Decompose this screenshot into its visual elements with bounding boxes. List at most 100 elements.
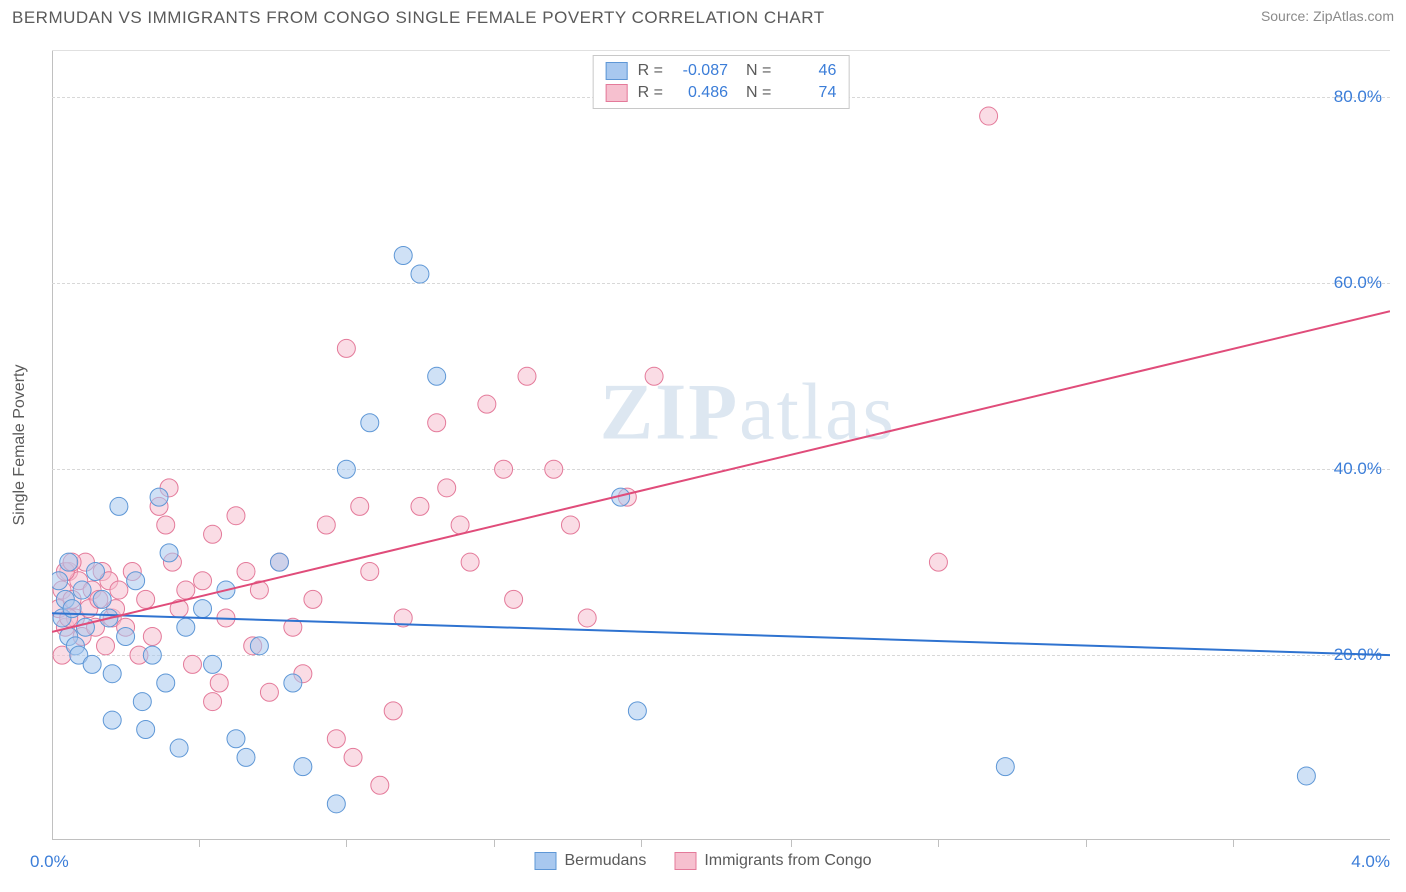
data-point xyxy=(545,460,563,478)
data-point xyxy=(996,758,1014,776)
x-label-max: 4.0% xyxy=(1351,852,1390,872)
data-point xyxy=(210,674,228,692)
swatch-series1 xyxy=(606,62,628,80)
data-point xyxy=(73,581,91,599)
y-axis-title: Single Female Poverty xyxy=(11,365,29,526)
data-point xyxy=(150,488,168,506)
data-point xyxy=(645,367,663,385)
data-point xyxy=(628,702,646,720)
data-point xyxy=(384,702,402,720)
data-point xyxy=(438,479,456,497)
swatch-series2 xyxy=(606,84,628,102)
data-point xyxy=(451,516,469,534)
data-point xyxy=(561,516,579,534)
legend-label-2: Immigrants from Congo xyxy=(704,852,871,870)
legend-item-1: Bermudans xyxy=(535,852,647,870)
legend-item-2: Immigrants from Congo xyxy=(674,852,871,870)
x-tick xyxy=(346,839,347,847)
data-point xyxy=(103,711,121,729)
data-point xyxy=(411,497,429,515)
data-point xyxy=(76,618,94,636)
n-value-1: 46 xyxy=(781,62,836,80)
data-point xyxy=(143,646,161,664)
x-tick xyxy=(1086,839,1087,847)
stats-row-series1: R = -0.087 N = 46 xyxy=(606,60,837,82)
data-point xyxy=(428,414,446,432)
data-point xyxy=(411,265,429,283)
stats-row-series2: R = 0.486 N = 74 xyxy=(606,82,837,104)
data-point xyxy=(204,655,222,673)
data-point xyxy=(137,590,155,608)
r-value-1: -0.087 xyxy=(673,62,728,80)
data-point xyxy=(929,553,947,571)
data-point xyxy=(505,590,523,608)
data-point xyxy=(157,674,175,692)
data-point xyxy=(93,590,111,608)
data-point xyxy=(294,758,312,776)
data-point xyxy=(227,730,245,748)
data-point xyxy=(344,748,362,766)
data-point xyxy=(204,525,222,543)
data-point xyxy=(578,609,596,627)
data-point xyxy=(327,730,345,748)
data-point xyxy=(428,367,446,385)
r-value-2: 0.486 xyxy=(673,84,728,102)
data-point xyxy=(183,655,201,673)
data-point xyxy=(980,107,998,125)
chart-plot-area: 20.0%40.0%60.0%80.0% ZIPatlas R = -0.087… xyxy=(52,50,1390,840)
data-point xyxy=(270,553,288,571)
data-point xyxy=(204,693,222,711)
data-point xyxy=(284,674,302,692)
data-point xyxy=(337,339,355,357)
series-legend: Bermudans Immigrants from Congo xyxy=(535,852,872,870)
x-tick xyxy=(1233,839,1234,847)
data-point xyxy=(250,637,268,655)
data-point xyxy=(117,628,135,646)
data-point xyxy=(177,581,195,599)
swatch-series2-icon xyxy=(674,852,696,870)
data-point xyxy=(361,414,379,432)
data-point xyxy=(52,572,68,590)
data-point xyxy=(371,776,389,794)
data-point xyxy=(461,553,479,571)
x-tick xyxy=(641,839,642,847)
x-tick xyxy=(791,839,792,847)
data-point xyxy=(110,497,128,515)
data-point xyxy=(304,590,322,608)
data-point xyxy=(351,497,369,515)
data-point xyxy=(133,693,151,711)
data-point xyxy=(260,683,278,701)
data-point xyxy=(237,562,255,580)
data-point xyxy=(160,544,178,562)
data-point xyxy=(1297,767,1315,785)
r-label: R = xyxy=(638,84,663,102)
x-tick xyxy=(199,839,200,847)
data-point xyxy=(327,795,345,813)
trend-line xyxy=(52,311,1390,632)
data-point xyxy=(394,246,412,264)
stats-legend: R = -0.087 N = 46 R = 0.486 N = 74 xyxy=(593,55,850,109)
x-tick xyxy=(494,839,495,847)
n-label: N = xyxy=(746,62,771,80)
source-label: Source: ZipAtlas.com xyxy=(1261,8,1394,24)
data-point xyxy=(478,395,496,413)
data-point xyxy=(227,507,245,525)
x-tick xyxy=(938,839,939,847)
n-label: N = xyxy=(746,84,771,102)
n-value-2: 74 xyxy=(781,84,836,102)
swatch-series1-icon xyxy=(535,852,557,870)
data-point xyxy=(194,600,212,618)
data-point xyxy=(237,748,255,766)
data-point xyxy=(518,367,536,385)
data-point xyxy=(170,739,188,757)
data-point xyxy=(60,553,78,571)
chart-title: BERMUDAN VS IMMIGRANTS FROM CONGO SINGLE… xyxy=(12,8,825,28)
x-label-min: 0.0% xyxy=(30,852,69,872)
data-point xyxy=(177,618,195,636)
data-point xyxy=(127,572,145,590)
legend-label-1: Bermudans xyxy=(565,852,647,870)
data-point xyxy=(86,562,104,580)
data-point xyxy=(495,460,513,478)
data-point xyxy=(337,460,355,478)
data-point xyxy=(103,665,121,683)
